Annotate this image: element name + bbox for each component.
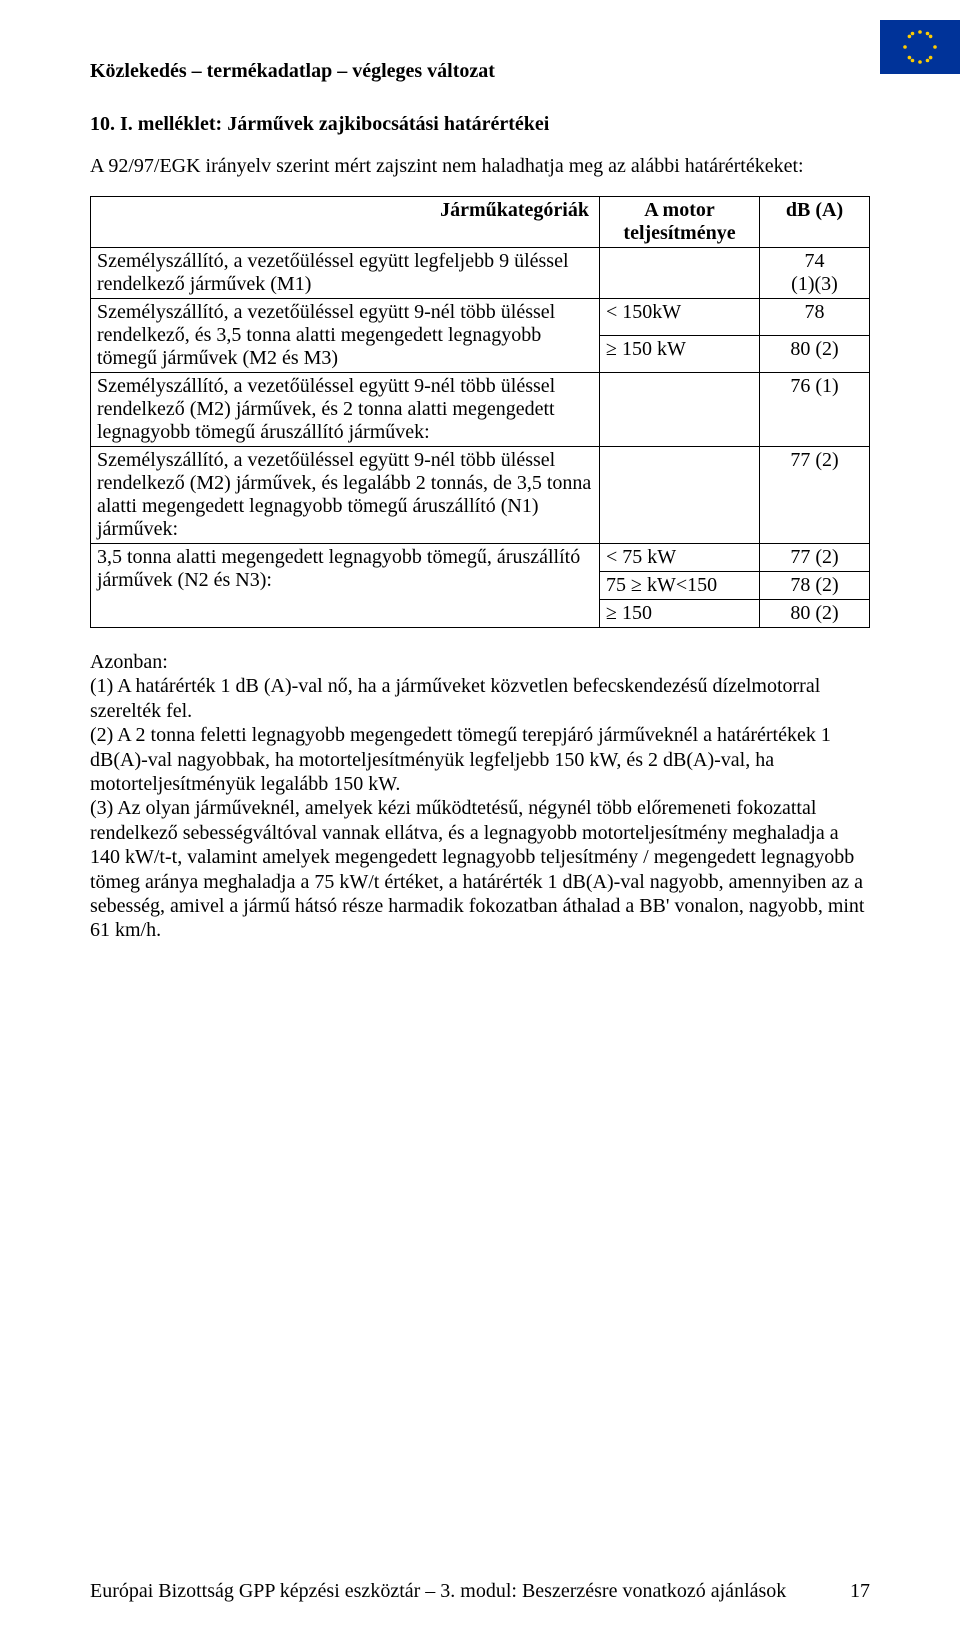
table-header-row: Járműkategóriák A motor teljesítménye dB…: [91, 197, 870, 248]
cell-db: 77 (2): [760, 447, 870, 544]
cell-db: 78: [760, 299, 870, 336]
table-row: Személyszállító, a vezetőüléssel együtt …: [91, 248, 870, 299]
cell-power: 75 ≥ kW<150: [600, 572, 760, 600]
note-item: (1) A határérték 1 dB (A)-val nő, ha a j…: [90, 674, 870, 723]
limits-table: Járműkategóriák A motor teljesítménye dB…: [90, 196, 870, 628]
page-number: 17: [850, 1580, 870, 1603]
footer-text: Európai Bizottság GPP képzési eszköztár …: [90, 1580, 786, 1603]
cell-category: Személyszállító, a vezetőüléssel együtt …: [91, 299, 600, 373]
page-footer: Európai Bizottság GPP képzési eszköztár …: [90, 1580, 870, 1603]
eu-flag-icon: [880, 20, 960, 74]
col-header-power: A motor teljesítménye: [600, 197, 760, 248]
cell-power: [600, 248, 760, 299]
cell-text: rendelkező, és 3,5 tonna alatti megenged…: [97, 324, 541, 369]
table-row: Személyszállító, a vezetőüléssel együtt …: [91, 447, 870, 544]
table-row: Személyszállító, a vezetőüléssel együtt …: [91, 299, 870, 336]
notes-heading: Azonban:: [90, 650, 870, 674]
cell-category: Személyszállító, a vezetőüléssel együtt …: [91, 447, 600, 544]
cell-category: 3,5 tonna alatti megengedett legnagyobb …: [91, 544, 600, 628]
cell-power: [600, 373, 760, 447]
col-header-db: dB (A): [760, 197, 870, 248]
cell-text: 3,5 tonna alatti megengedett legnagyobb …: [97, 546, 492, 568]
cell-text: Személyszállító, a vezetőüléssel együtt …: [97, 301, 555, 323]
col-header-category: Járműkategóriák: [91, 197, 600, 248]
notes-block: Azonban: (1) A határérték 1 dB (A)-val n…: [90, 650, 870, 943]
cell-power: ≥ 150: [600, 600, 760, 628]
cell-db: 78 (2): [760, 572, 870, 600]
cell-power: ≥ 150 kW: [600, 336, 760, 373]
cell-db: 77 (2): [760, 544, 870, 572]
cell-db: 76 (1): [760, 373, 870, 447]
cell-db: 80 (2): [760, 600, 870, 628]
cell-category: Személyszállító, a vezetőüléssel együtt …: [91, 373, 600, 447]
cell-db: 74 (1)(3): [760, 248, 870, 299]
cell-power: < 150kW: [600, 299, 760, 336]
table-row: Személyszállító, a vezetőüléssel együtt …: [91, 373, 870, 447]
cell-db: 80 (2): [760, 336, 870, 373]
intro-paragraph: A 92/97/EGK irányelv szerint mért zajszi…: [90, 154, 870, 178]
cell-power: < 75 kW: [600, 544, 760, 572]
note-item: (3) Az olyan járműveknél, amelyek kézi m…: [90, 796, 870, 942]
cell-power: [600, 447, 760, 544]
section-title: 10. I. melléklet: Járművek zajkibocsátás…: [90, 113, 870, 136]
table-row: 3,5 tonna alatti megengedett legnagyobb …: [91, 544, 870, 572]
page: Közlekedés – termékadatlap – végleges vá…: [0, 0, 960, 1643]
cell-category: Személyszállító, a vezetőüléssel együtt …: [91, 248, 600, 299]
document-header: Közlekedés – termékadatlap – végleges vá…: [90, 60, 870, 83]
note-item: (2) A 2 tonna feletti legnagyobb megenge…: [90, 723, 870, 796]
